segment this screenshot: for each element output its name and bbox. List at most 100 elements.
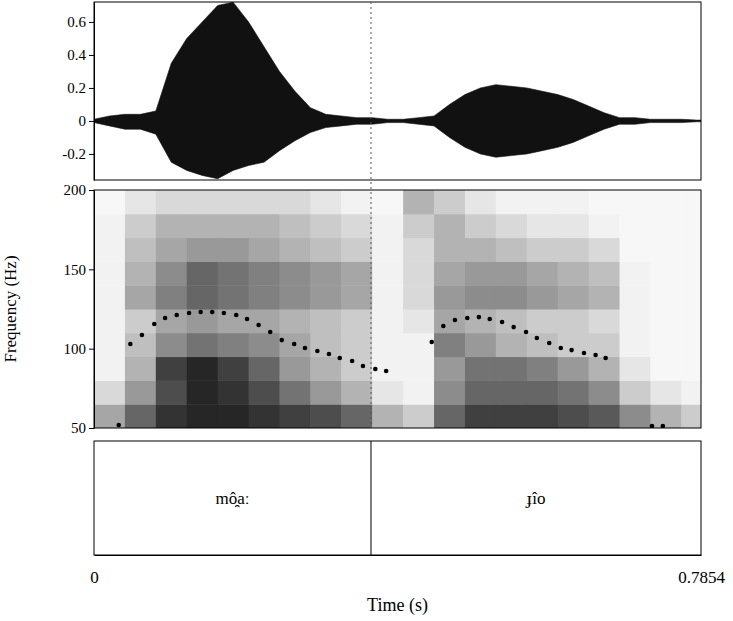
- pitch-point: [256, 323, 261, 328]
- spectrogram-cell: [187, 404, 218, 428]
- spectrogram-cell: [94, 380, 125, 404]
- spectrogram-cell: [279, 380, 310, 404]
- spectrogram-cell: [156, 380, 187, 404]
- spectrogram-cell: [279, 333, 310, 357]
- spectrogram-cell: [218, 285, 249, 309]
- spectrogram-cell: [465, 285, 496, 309]
- spectrogram-cell: [496, 261, 527, 285]
- boundary-guide: [370, 2, 371, 428]
- pitch-point: [511, 325, 516, 330]
- spectrogram-cell: [341, 380, 372, 404]
- axis-line: [94, 3, 95, 181]
- spectrogram-cell: [279, 214, 310, 238]
- spectrogram-cell: [589, 285, 620, 309]
- pitch-point: [453, 318, 458, 323]
- pitch-point: [535, 336, 540, 341]
- pitch-point: [582, 351, 587, 356]
- pitch-point: [603, 356, 608, 361]
- spectrogram-cell: [249, 285, 280, 309]
- pitch-point: [477, 315, 482, 320]
- spectrogram-cell: [650, 190, 681, 214]
- pitch-point: [140, 333, 145, 338]
- spectrogram-cell: [218, 238, 249, 262]
- tick: 0.4: [67, 47, 94, 63]
- tick-mark: [89, 88, 94, 89]
- tick-mark: [89, 269, 94, 270]
- spectrogram-cell: [650, 261, 681, 285]
- spectrogram-cell: [249, 357, 280, 381]
- tick-label: 50: [71, 420, 86, 436]
- spectrogram-cell: [94, 190, 125, 214]
- spectrogram-cell: [589, 238, 620, 262]
- waveform: [94, 2, 701, 179]
- tick-mark: [89, 121, 94, 122]
- spectrogram-cell: [310, 404, 341, 428]
- spectrogram-cell: [94, 404, 125, 428]
- spectrogram-cell: [125, 190, 156, 214]
- spectrogram-cell: [558, 261, 589, 285]
- tick: 200: [64, 182, 95, 198]
- spectrogram-cell: [558, 357, 589, 381]
- spectrogram-cell: [187, 285, 218, 309]
- spectrogram-cell: [187, 214, 218, 238]
- spectrogram-cell: [187, 357, 218, 381]
- spectrogram-cell: [187, 380, 218, 404]
- spectrogram-cell: [94, 309, 125, 333]
- spectrogram-cell: [681, 214, 701, 238]
- spectrogram-cell: [496, 333, 527, 357]
- spectrogram-cell: [187, 190, 218, 214]
- spectrogram-cell: [249, 190, 280, 214]
- spectrogram-cell: [527, 285, 558, 309]
- spectrogram-cell: [156, 214, 187, 238]
- spectrogram-cell: [218, 333, 249, 357]
- spectrogram-cell: [496, 309, 527, 333]
- spectrogram-cell: [187, 309, 218, 333]
- spectrogram-cell: [310, 285, 341, 309]
- pitch-point: [280, 338, 285, 343]
- tick: 0.7854: [678, 555, 725, 587]
- spectrogram-cell: [372, 404, 403, 428]
- spectrogram-plot: [94, 190, 701, 428]
- spectrogram-cell: [372, 333, 403, 357]
- spectrogram-cell: [620, 333, 651, 357]
- spectrogram-cell: [125, 357, 156, 381]
- spectrogram-cell: [403, 190, 434, 214]
- tick: 50: [71, 420, 94, 436]
- tick: -0.2: [62, 146, 94, 162]
- spectrogram-cell: [496, 404, 527, 428]
- spectrogram-cell: [279, 404, 310, 428]
- pitch-point: [384, 369, 389, 374]
- pitch-point: [198, 310, 203, 315]
- spectrogram-cell: [496, 357, 527, 381]
- interval-label: ɟîo: [526, 489, 546, 508]
- pitch-point: [487, 317, 492, 322]
- spectrogram-cell: [558, 380, 589, 404]
- spectrogram-cell: [527, 238, 558, 262]
- spectrogram-cell: [589, 404, 620, 428]
- spectrogram-cell: [94, 261, 125, 285]
- spectrogram-cell: [372, 357, 403, 381]
- spectrogram-cell: [310, 190, 341, 214]
- axis: 0.60.40.20-0.2: [62, 3, 94, 181]
- spectrogram-cell: [279, 285, 310, 309]
- spectrogram-cell: [156, 357, 187, 381]
- spectrogram-cell: [218, 309, 249, 333]
- spectrogram-cell: [403, 309, 434, 333]
- spectrogram-cell: [681, 357, 701, 381]
- pitch-point: [524, 330, 529, 335]
- pitch-point: [303, 346, 308, 351]
- pitch-point: [174, 313, 179, 318]
- spectrogram-cell: [620, 238, 651, 262]
- spectrogram-cell: [527, 190, 558, 214]
- axis: 0 0.7854: [90, 555, 725, 587]
- axis-line: [95, 555, 702, 556]
- axis: 50100150200: [64, 182, 95, 436]
- spectrogram-cell: [156, 238, 187, 262]
- spectrogram-cell: [372, 190, 403, 214]
- spectrogram-cell: [620, 357, 651, 381]
- figure: 0.60.40.20-0.250100150200Frequency (Hz)m…: [0, 0, 733, 621]
- pitch-point: [210, 310, 215, 315]
- spectrogram-cell: [125, 333, 156, 357]
- spectrogram-cell: [187, 238, 218, 262]
- tick-label: 0: [90, 568, 99, 587]
